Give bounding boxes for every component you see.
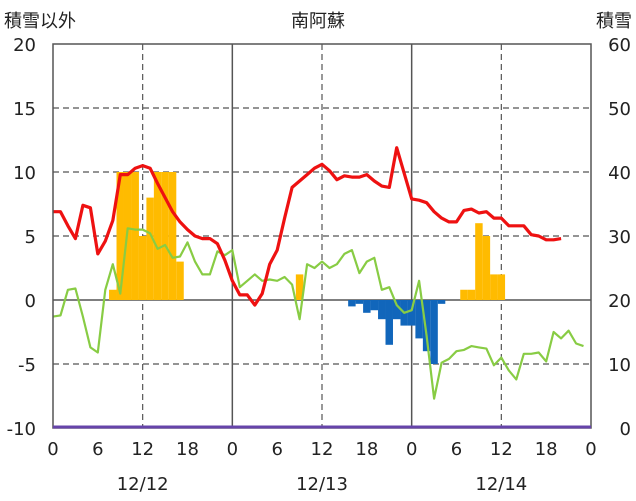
x-tick-label-10: 12 bbox=[490, 439, 513, 460]
x-tick-label-11: 18 bbox=[535, 439, 558, 460]
x-tick-label-12: 0 bbox=[585, 439, 596, 460]
date-label-0: 12/12 bbox=[117, 474, 169, 495]
x-tick-label-8: 0 bbox=[406, 439, 417, 460]
precip-bar-7 bbox=[161, 172, 169, 300]
precip-bar-14 bbox=[482, 236, 491, 300]
left-tick-label-0: 20 bbox=[13, 35, 36, 56]
negative-bar-0 bbox=[348, 300, 356, 307]
right-tick-label-1: 50 bbox=[608, 99, 631, 120]
left-tick-label-2: 10 bbox=[13, 163, 36, 184]
negative-bar-10 bbox=[422, 300, 431, 352]
right-axis-label: 積雪 bbox=[596, 11, 632, 32]
temperature-series-line bbox=[53, 146, 562, 307]
precip-bar-4 bbox=[138, 236, 147, 300]
x-tick-label-9: 6 bbox=[451, 439, 462, 460]
bars bbox=[109, 172, 506, 364]
chart-title: 南阿蘇 bbox=[291, 11, 345, 32]
right-tick-label-3: 30 bbox=[608, 227, 631, 248]
right-tick-label-0: 60 bbox=[608, 35, 631, 56]
x-tick-label-3: 18 bbox=[176, 439, 199, 460]
precip-bar-13 bbox=[475, 223, 483, 300]
negative-bar-3 bbox=[370, 300, 379, 311]
plot-frame bbox=[52, 43, 592, 429]
left-tick-label-1: 15 bbox=[13, 99, 36, 120]
left-axis-label: 積雪以外 bbox=[4, 11, 76, 32]
x-tick-label-2: 12 bbox=[131, 439, 154, 460]
right-tick-label-4: 20 bbox=[608, 291, 631, 312]
precip-bar-11 bbox=[460, 289, 468, 300]
precip-bar-3 bbox=[131, 172, 139, 300]
precip-bar-9 bbox=[176, 261, 184, 300]
negative-bar-2 bbox=[363, 300, 371, 313]
date-label-1: 12/13 bbox=[296, 474, 348, 495]
negative-bar-12 bbox=[437, 300, 446, 304]
left-tick-label-5: -5 bbox=[18, 355, 36, 376]
left-axis-ticks: 20 15 10 5 0 -5 -10 bbox=[7, 35, 36, 440]
precip-bar-15 bbox=[490, 274, 498, 300]
right-tick-label-6: 0 bbox=[620, 419, 631, 440]
x-tick-label-7: 18 bbox=[355, 439, 378, 460]
negative-bar-1 bbox=[355, 300, 364, 304]
left-tick-label-4: 0 bbox=[25, 291, 36, 312]
right-tick-label-2: 40 bbox=[608, 163, 631, 184]
right-axis-ticks: 60 50 40 30 20 10 0 bbox=[608, 35, 631, 440]
x-tick-label-6: 12 bbox=[311, 439, 334, 460]
left-tick-label-6: -10 bbox=[7, 419, 36, 440]
precip-bar-16 bbox=[497, 274, 506, 300]
negative-bar-11 bbox=[430, 300, 438, 364]
negative-bar-4 bbox=[378, 300, 386, 320]
precip-bar-12 bbox=[467, 289, 476, 300]
x-tick-label-4: 0 bbox=[227, 439, 238, 460]
precip-bar-0 bbox=[109, 289, 117, 300]
precip-bar-10 bbox=[295, 274, 304, 300]
right-tick-label-5: 10 bbox=[608, 355, 631, 376]
precip-bar-8 bbox=[168, 172, 177, 300]
x-tick-label-1: 6 bbox=[92, 439, 103, 460]
date-label-2: 12/14 bbox=[475, 474, 527, 495]
negative-bar-8 bbox=[407, 300, 416, 326]
date-labels: 12/12 12/13 12/14 bbox=[117, 474, 528, 495]
x-axis-ticks: 0 6 12 18 0 6 12 18 0 6 12 18 0 bbox=[47, 439, 596, 460]
negative-bar-9 bbox=[415, 300, 423, 339]
x-tick-label-0: 0 bbox=[47, 439, 58, 460]
negative-bar-5 bbox=[385, 300, 393, 345]
precip-bar-6 bbox=[153, 172, 162, 300]
x-tick-label-5: 6 bbox=[271, 439, 282, 460]
lines bbox=[52, 146, 584, 400]
precip-bar-5 bbox=[146, 197, 154, 300]
left-tick-label-3: 5 bbox=[25, 227, 36, 248]
negative-bar-6 bbox=[392, 300, 401, 320]
precip-bar-1 bbox=[116, 172, 124, 300]
secondary-series-line bbox=[52, 227, 584, 400]
